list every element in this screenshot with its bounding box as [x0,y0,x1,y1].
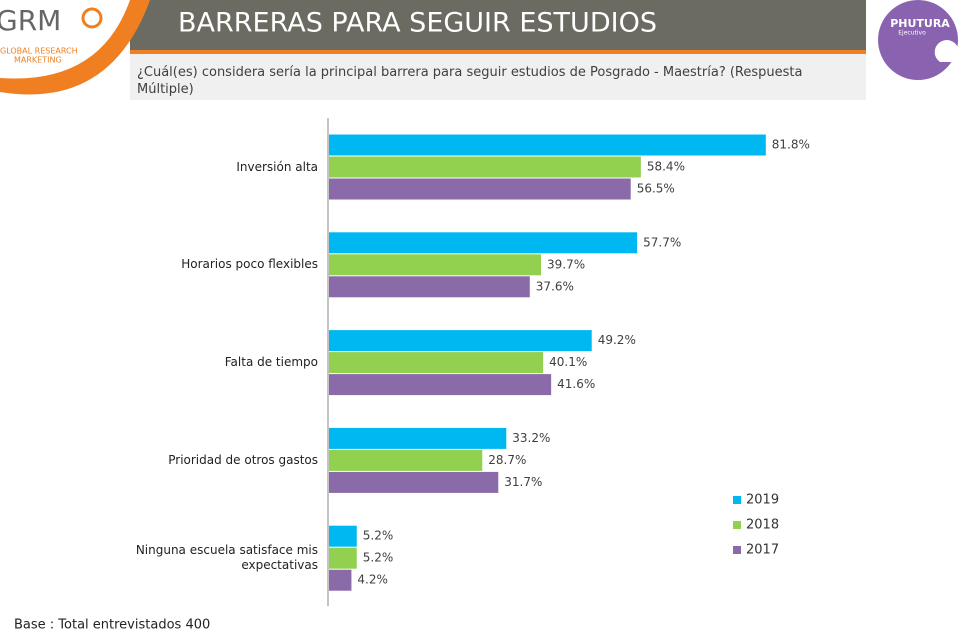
value-label: 57.7% [643,235,681,249]
logo-arc [0,0,150,95]
bar [329,330,592,352]
logo-circle [878,0,958,80]
logo-name: PHUTURA [890,17,950,30]
bar [329,374,552,396]
bar [329,134,766,156]
value-label: 56.5% [637,182,675,196]
value-label: 81.8% [772,138,810,152]
legend-swatch [733,521,741,529]
logo-line: MARKETING [14,56,62,65]
bar [329,156,641,178]
legend-label: 2018 [746,518,779,533]
logo-name: GRM [0,4,61,37]
bar [329,178,631,200]
value-label: 41.6% [557,377,595,391]
subtitle-band [130,54,866,100]
category-label: Horarios poco flexibles [181,257,318,272]
logo-line: GLOBAL RESEARCH [0,47,78,56]
logo-tagline: Ejecutivo [898,30,926,37]
value-label: 33.2% [512,431,550,445]
value-label: 40.1% [549,355,587,369]
value-label: 4.2% [357,573,388,587]
value-label: 5.2% [363,551,394,565]
bar [329,449,483,471]
bar [329,232,638,254]
bar [329,569,352,591]
legend-label: 2019 [746,493,779,508]
bar [329,547,357,569]
legend-swatch [733,546,741,554]
value-label: 31.7% [504,475,542,489]
value-label: 28.7% [488,453,526,467]
bar [329,254,541,276]
header-rule [130,50,866,54]
value-label: 39.7% [547,257,585,271]
value-label: 37.6% [536,279,574,293]
category-label: Falta de tiempo [224,355,318,370]
value-label: 5.2% [363,529,394,543]
legend-swatch [733,496,741,504]
value-label: 58.4% [647,160,685,174]
chart-subtitle: ¿Cuál(es) considera sería la principal b… [137,65,803,97]
footnote: Base : Total entrevistados 400 [14,618,210,633]
logo-mark [934,40,958,62]
bar [329,276,530,298]
bar [329,427,507,449]
category-label: Prioridad de otros gastos [168,452,318,467]
logo-mark [81,7,103,29]
chart-title: BARRERAS PARA SEGUIR ESTUDIOS [178,8,657,39]
legend-label: 2017 [746,543,779,558]
value-label: 49.2% [598,333,636,347]
bar [329,525,357,547]
category-label: Inversión alta [236,159,318,174]
bar [329,471,499,493]
category-label: Ninguna escuela satisface mis expectativ… [135,543,318,573]
header-bar [130,0,866,50]
bar [329,352,544,374]
